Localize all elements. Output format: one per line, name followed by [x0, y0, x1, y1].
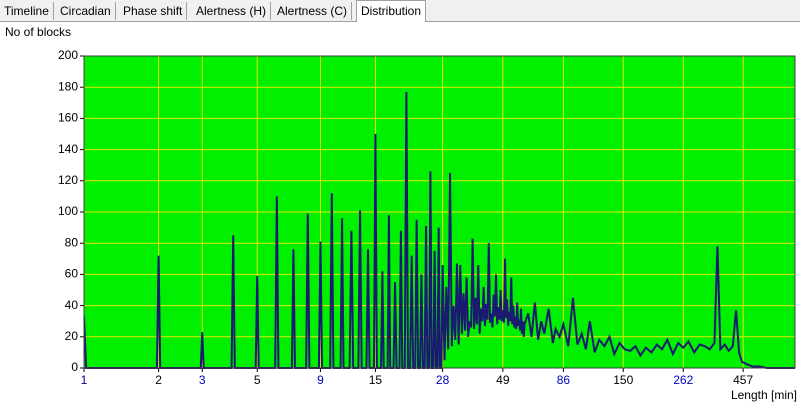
- y-tick-label: 180: [58, 79, 78, 93]
- y-tick-label: 20: [65, 329, 79, 343]
- x-tick-label: 457: [733, 373, 753, 387]
- tab[interactable]: Phase shift: [119, 2, 188, 20]
- tab[interactable]: Alertness (C): [273, 2, 353, 20]
- y-tick-label: 160: [58, 111, 78, 125]
- y-tick-label: 100: [58, 204, 78, 218]
- y-tick-label: 120: [58, 173, 78, 187]
- x-axis-title: Length [min]: [731, 388, 797, 402]
- x-tick-label: 262: [673, 373, 693, 387]
- x-tick-label: 49: [496, 373, 510, 387]
- x-tick-label: 9: [317, 373, 324, 387]
- plot-border: [83, 55, 796, 369]
- y-tick-label: 60: [65, 267, 79, 281]
- x-tick-label: 15: [369, 373, 383, 387]
- x-tick-label: 86: [557, 373, 571, 387]
- tab-strip: Timeline Circadian Phase shift Alertness (H…: [0, 0, 800, 22]
- x-tick-label: 1: [81, 373, 88, 387]
- tab[interactable]: Timeline: [0, 2, 54, 20]
- chart: No of blocks Length [min] 02040608010012…: [5, 25, 797, 402]
- tab[interactable]: Alertness (H): [192, 2, 272, 20]
- x-tick-label: 3: [199, 373, 206, 387]
- tab[interactable]: Circadian: [56, 2, 116, 20]
- x-tick-label: 150: [613, 373, 633, 387]
- y-tick-label: 140: [58, 142, 78, 156]
- y-tick-label: 0: [71, 360, 78, 374]
- data-line: [84, 91, 795, 369]
- x-tick-label: 5: [254, 373, 261, 387]
- y-tick-label: 40: [65, 298, 79, 312]
- x-tick-label: 2: [155, 373, 162, 387]
- tab[interactable]: Distribution: [356, 0, 427, 22]
- x-tick-label: 28: [436, 373, 450, 387]
- y-tick-label: 200: [58, 48, 78, 62]
- y-axis-title: No of blocks: [5, 25, 71, 39]
- y-tick-label: 80: [65, 235, 79, 249]
